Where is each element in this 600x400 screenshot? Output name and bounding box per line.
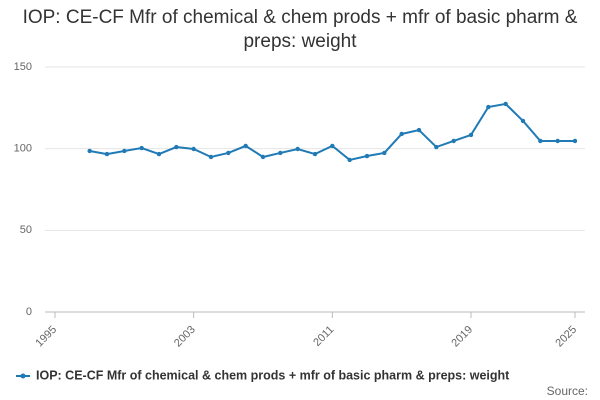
point bbox=[486, 104, 491, 110]
point bbox=[572, 138, 578, 144]
point bbox=[451, 138, 456, 144]
point bbox=[312, 151, 318, 157]
y-tick-label: 100 bbox=[14, 143, 32, 155]
point bbox=[382, 150, 387, 156]
point bbox=[156, 151, 162, 157]
point bbox=[122, 148, 127, 154]
x-tick-label: 1995 bbox=[33, 324, 59, 350]
x-tick-label: 2025 bbox=[553, 324, 579, 350]
legend-label: IOP: CE-CF Mfr of chemical & chem prods … bbox=[36, 368, 510, 382]
x-tick-label: 2003 bbox=[172, 324, 198, 350]
point bbox=[503, 101, 508, 107]
point bbox=[295, 146, 300, 152]
y-tick-label: 0 bbox=[26, 306, 32, 318]
y-tick-label: 50 bbox=[20, 224, 32, 236]
legend-marker bbox=[20, 373, 26, 379]
y-tick-label: 150 bbox=[14, 61, 32, 73]
point bbox=[364, 153, 370, 159]
point bbox=[243, 143, 248, 149]
point bbox=[416, 127, 422, 133]
x-tick-label: 2019 bbox=[449, 324, 475, 350]
series-line bbox=[89, 102, 575, 162]
point bbox=[278, 150, 283, 156]
point bbox=[104, 151, 110, 157]
point bbox=[434, 144, 439, 150]
point bbox=[139, 145, 144, 151]
chart-title: IOP: CE-CF Mfr of chemical & chem prods … bbox=[22, 7, 578, 52]
point bbox=[191, 146, 196, 152]
point bbox=[520, 118, 526, 124]
point bbox=[260, 154, 266, 160]
point bbox=[330, 143, 335, 149]
point bbox=[555, 138, 560, 144]
point bbox=[87, 148, 92, 154]
point bbox=[208, 154, 214, 160]
point bbox=[174, 144, 179, 150]
point bbox=[347, 157, 352, 163]
source: Source: bbox=[547, 384, 588, 398]
point bbox=[468, 132, 474, 138]
point bbox=[538, 138, 543, 144]
point bbox=[399, 131, 404, 137]
x-tick-label: 2011 bbox=[311, 324, 336, 349]
point bbox=[226, 150, 231, 156]
